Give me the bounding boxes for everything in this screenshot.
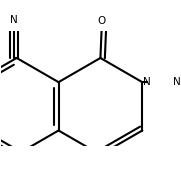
Text: N: N: [10, 15, 18, 25]
Text: N: N: [173, 77, 181, 87]
Text: O: O: [98, 16, 106, 26]
Text: N: N: [143, 77, 151, 87]
